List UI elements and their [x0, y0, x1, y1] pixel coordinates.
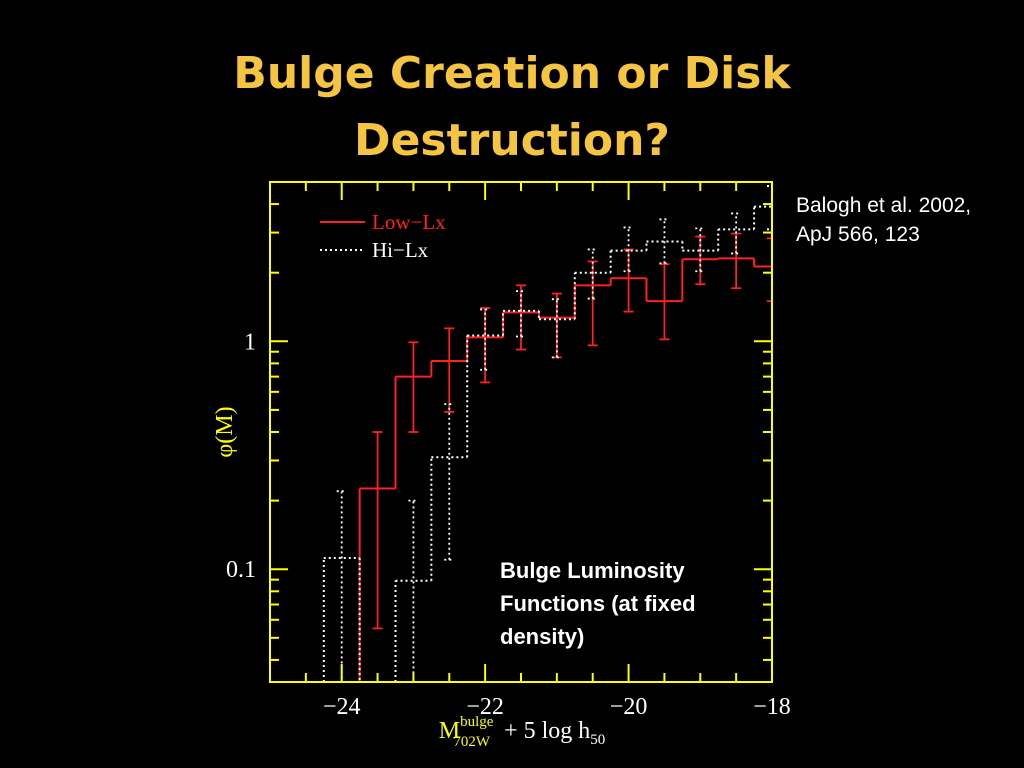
annotation: Bulge Luminosity [500, 558, 685, 583]
y-tick-label: 1 [244, 329, 256, 355]
annotation: Functions (at fixed [500, 591, 696, 616]
x-label-base: M [439, 718, 460, 744]
annotation: density) [500, 624, 584, 649]
x-label-sub: 702W [453, 734, 491, 750]
x-tick-label: −20 [610, 694, 648, 720]
x-label-sup: bulge [460, 714, 494, 730]
x-tick-label: −18 [753, 694, 791, 720]
title-line: Bulge Creation or Disk [233, 48, 792, 99]
y-tick-label: 0.1 [226, 557, 256, 583]
plot: Low−Lx Hi−Lx −24 −22 −20 −18 0.1 1 [226, 181, 791, 720]
title-line: Destruction? [354, 115, 670, 166]
data-layer [322, 185, 772, 682]
citation: ApJ 566, 123 [796, 223, 920, 246]
x-tick-label: −22 [466, 694, 504, 720]
x-axis-label: Mbulge 702W + 5 log h50 [439, 714, 606, 750]
legend-label: Hi−Lx [372, 238, 429, 262]
x-tick-label: −24 [323, 694, 361, 720]
legend-label: Low−Lx [372, 210, 446, 234]
y-axis-label: φ(M) [212, 406, 238, 457]
citation: Balogh et al. 2002, [796, 194, 971, 217]
x-label-rest: + 5 log h [504, 718, 590, 744]
x-label-rest-sub: 50 [590, 732, 605, 748]
